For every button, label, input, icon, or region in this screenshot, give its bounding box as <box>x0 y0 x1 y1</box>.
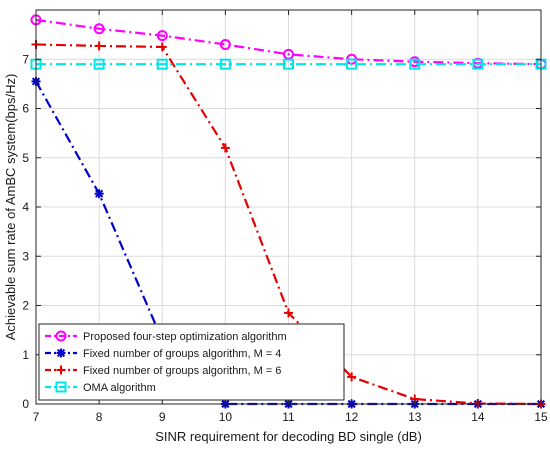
legend-item: Fixed number of groups algorithm, M = 4 <box>45 348 281 360</box>
x-tick-label: 9 <box>159 410 166 424</box>
y-tick-label: 4 <box>22 200 29 214</box>
y-tick-label: 0 <box>22 397 29 411</box>
x-tick-label: 12 <box>345 410 359 424</box>
legend-marker <box>56 365 66 375</box>
y-tick-label: 1 <box>22 348 29 362</box>
legend: Proposed four-step optimization algorith… <box>38 323 345 401</box>
data-point <box>347 372 357 382</box>
legend-item: OMA algorithm <box>45 381 156 394</box>
data-point <box>156 58 168 70</box>
legend-label: Fixed number of groups algorithm, M = 6 <box>83 365 281 377</box>
x-tick-label: 13 <box>408 410 422 424</box>
data-point <box>472 58 484 70</box>
legend-marker <box>55 381 67 393</box>
data-point <box>219 38 231 50</box>
data-point <box>219 58 231 70</box>
legend-box <box>38 323 345 401</box>
data-point <box>94 189 104 199</box>
x-tick-label: 7 <box>33 410 40 424</box>
y-axis-label: Achievable sum rate of AmBC system(bps/H… <box>3 74 18 341</box>
y-tick-label: 2 <box>22 299 29 313</box>
y-tick-label: 5 <box>22 151 29 165</box>
data-point <box>94 41 104 51</box>
data-point <box>283 58 294 70</box>
legend-item: Fixed number of groups algorithm, M = 6 <box>45 365 281 377</box>
data-point <box>157 42 167 52</box>
legend-item: Proposed four-step optimization algorith… <box>45 330 287 343</box>
data-point <box>93 23 105 35</box>
data-point <box>284 308 293 318</box>
legend-marker <box>55 330 67 342</box>
data-point <box>156 30 168 42</box>
data-point <box>220 143 230 153</box>
data-point <box>346 58 358 70</box>
legend-label: Fixed number of groups algorithm, M = 4 <box>83 348 281 360</box>
legend-label: Proposed four-step optimization algorith… <box>83 331 287 343</box>
x-tick-label: 14 <box>471 410 485 424</box>
y-tick-label: 7 <box>22 52 29 66</box>
y-tick-label: 3 <box>22 249 29 263</box>
x-tick-label: 11 <box>282 410 295 424</box>
legend-marker <box>56 348 66 358</box>
x-tick-label: 10 <box>219 410 233 424</box>
data-point <box>409 58 421 70</box>
data-point <box>93 58 105 70</box>
series-line <box>35 18 542 66</box>
x-axis-label: SINR requirement for decoding BD single … <box>155 429 422 444</box>
y-tick-label: 6 <box>22 102 29 116</box>
x-tick-label: 15 <box>534 410 548 424</box>
legend-label: OMA algorithm <box>83 382 156 394</box>
x-tick-label: 8 <box>96 410 103 424</box>
